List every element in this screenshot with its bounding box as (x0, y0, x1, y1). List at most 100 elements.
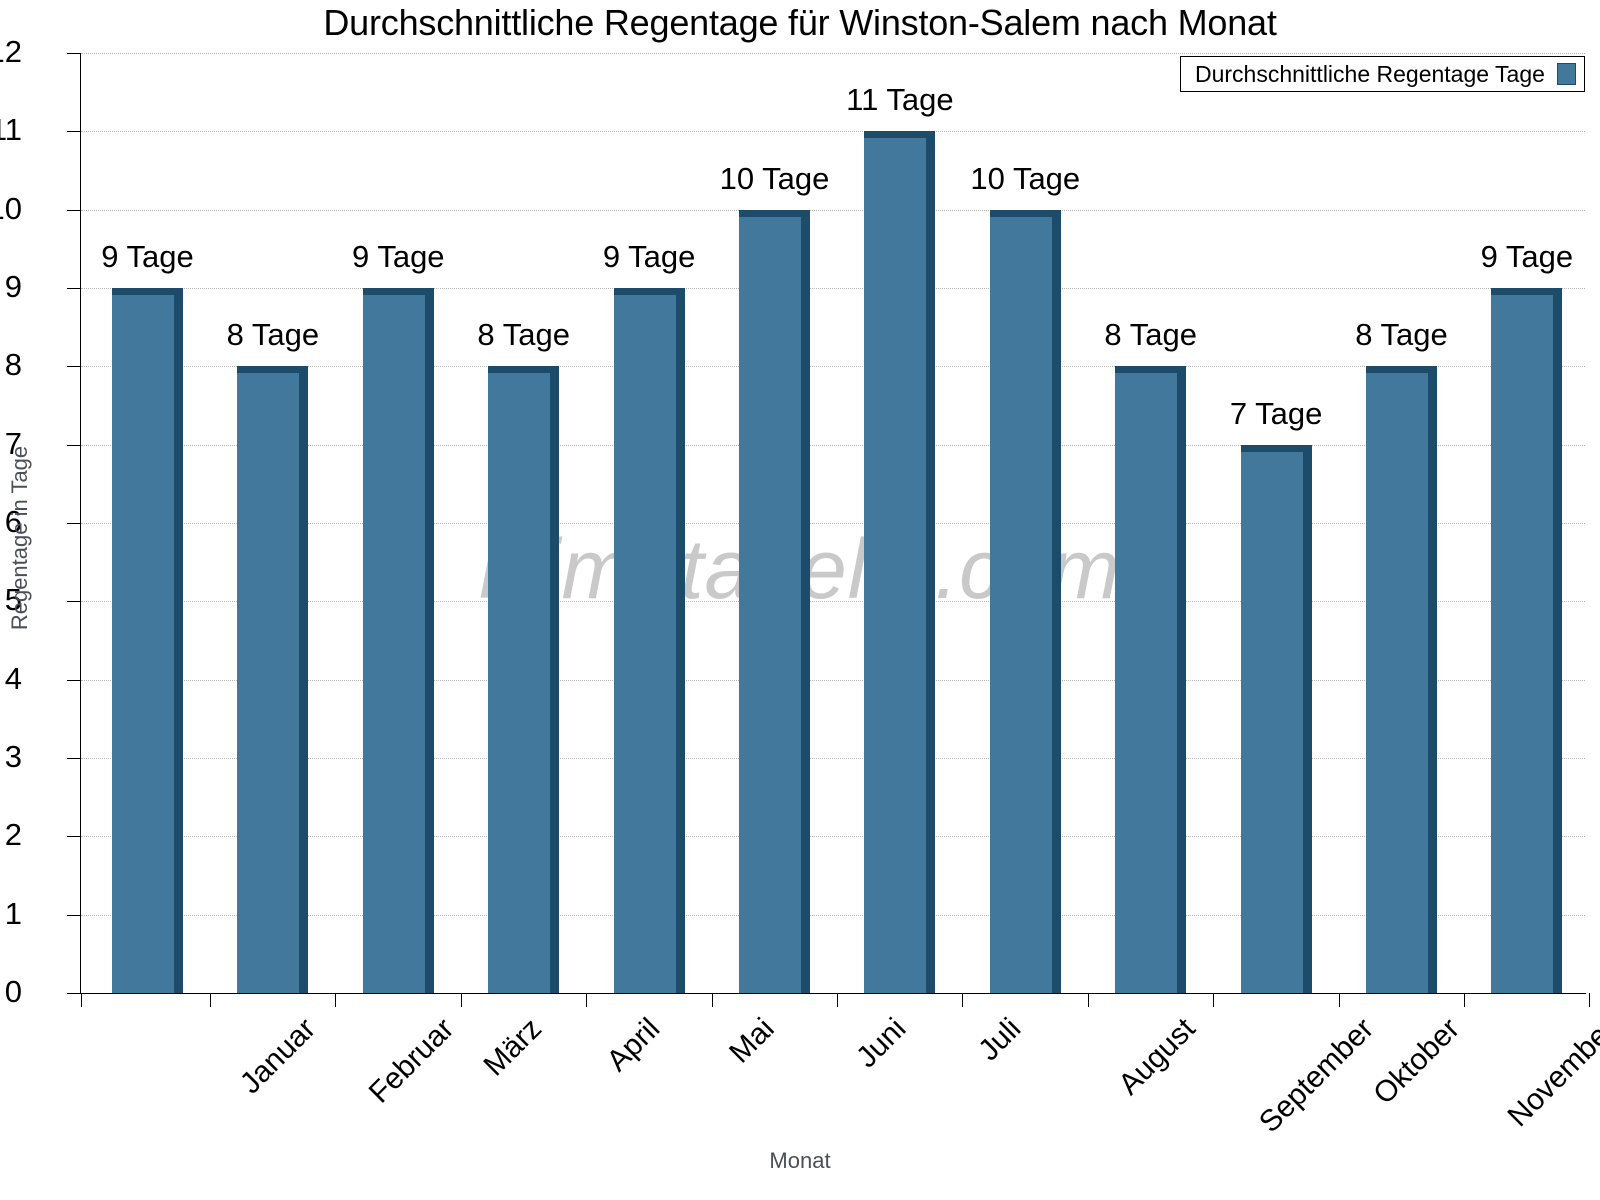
y-tick-label: 4 (4, 660, 22, 696)
bar[interactable] (488, 366, 560, 993)
x-axis-title: Monat (769, 1148, 831, 1173)
bar-top-shade (237, 366, 309, 374)
bar-value-label: 8 Tage (1355, 317, 1448, 353)
plot-area (81, 53, 1585, 993)
bar-value-label: 7 Tage (1229, 395, 1323, 431)
bar[interactable] (237, 366, 309, 993)
bar-value-label: 9 Tage (101, 239, 194, 274)
y-tick-mark (67, 993, 81, 994)
x-tick-mark (1589, 993, 1591, 1007)
bar-top-shade (488, 366, 560, 374)
y-tick-label: 10 (0, 190, 22, 226)
bar[interactable] (112, 288, 183, 993)
y-tick-label: 7 (4, 425, 22, 461)
bar-value-label: 9 Tage (352, 239, 445, 274)
x-tick-mark (460, 993, 462, 1007)
y-tick-mark (67, 53, 81, 54)
y-tick-mark (67, 758, 81, 759)
x-tick-mark (962, 993, 964, 1007)
y-tick-mark (67, 209, 81, 211)
bar-face (1240, 444, 1303, 993)
gridline (81, 366, 1585, 368)
gridline (81, 523, 1585, 524)
legend[interactable]: Durchschnittliche Regentage Tage (1180, 56, 1585, 92)
bar-side-shade (1177, 369, 1187, 993)
y-tick-label: 11 (0, 112, 22, 148)
bar-side-shade (926, 134, 936, 993)
y-tick-mark (67, 601, 81, 603)
bar-side-shade (1051, 212, 1061, 993)
y-tick-mark (67, 444, 81, 446)
bar-side-shade (1428, 369, 1437, 993)
bar-top-shade (613, 288, 685, 295)
bar-top-shade (1115, 366, 1187, 374)
y-tick-mark (67, 914, 81, 916)
legend-label: Durchschnittliche Regentage Tage (1195, 60, 1545, 87)
bar[interactable] (1366, 366, 1437, 993)
y-tick-mark (67, 366, 81, 368)
bar-face (362, 288, 425, 993)
bar-side-shade (1553, 291, 1563, 993)
legend-color-swatch (1557, 63, 1576, 85)
bar-face (488, 366, 551, 993)
bar-value-label: 8 Tage (226, 317, 320, 353)
y-tick-mark (67, 679, 81, 681)
bar-face (237, 366, 300, 993)
x-tick-mark (1087, 993, 1089, 1007)
bar[interactable] (864, 131, 936, 993)
bar[interactable] (362, 288, 434, 993)
bar-side-shade (550, 369, 560, 993)
gridline (81, 601, 1585, 603)
bar-value-label: 10 Tage (970, 160, 1081, 196)
y-tick-mark (67, 131, 81, 133)
bar-side-shade (424, 291, 434, 993)
y-tick-label: 2 (4, 817, 22, 853)
bar-side-shade (299, 369, 309, 993)
x-axis-line (67, 993, 1586, 994)
bar-face (112, 288, 174, 993)
y-tick-label: 1 (4, 895, 22, 931)
bar-value-label: 11 Tage (846, 82, 954, 118)
x-tick-mark (335, 993, 337, 1007)
bar-top-shade (112, 288, 183, 295)
gridline (81, 444, 1585, 446)
bar[interactable] (1491, 288, 1563, 993)
bar-top-shade (1366, 366, 1437, 374)
bar[interactable] (739, 209, 810, 993)
y-tick-label: 12 (0, 34, 22, 69)
bar[interactable] (1115, 366, 1187, 993)
bar-face (1115, 366, 1178, 993)
bar[interactable] (613, 288, 685, 993)
bar-face (1366, 366, 1428, 993)
x-tick-mark (1213, 993, 1215, 1007)
x-tick-mark (1464, 993, 1465, 1007)
chart-title: Durchschnittliche Regentage für Winston-… (323, 2, 1277, 43)
y-tick-label: 6 (4, 504, 22, 539)
gridline (81, 209, 1585, 211)
bar-face (989, 209, 1052, 993)
bar-value-label: 10 Tage (719, 160, 830, 196)
bar[interactable] (989, 209, 1061, 993)
gridline (81, 758, 1585, 759)
bar-face (613, 288, 676, 993)
x-tick-mark (81, 993, 82, 1007)
y-tick-label: 3 (4, 739, 22, 774)
gridline (81, 679, 1585, 681)
gridline (81, 836, 1585, 838)
y-tick-label: 8 (4, 347, 22, 383)
bar-top-shade (1491, 288, 1563, 295)
bar-top-shade (864, 131, 936, 139)
gridline (81, 288, 1585, 289)
x-tick-mark (586, 993, 588, 1007)
x-tick-mark (837, 993, 838, 1007)
gridline (81, 914, 1585, 916)
bar-top-shade (739, 209, 810, 217)
bar-face (739, 209, 801, 993)
gridline (81, 53, 1585, 54)
bar-side-shade (801, 212, 810, 993)
bar-face (864, 131, 927, 993)
bar-side-shade (1302, 447, 1312, 993)
bar[interactable] (1240, 444, 1312, 993)
